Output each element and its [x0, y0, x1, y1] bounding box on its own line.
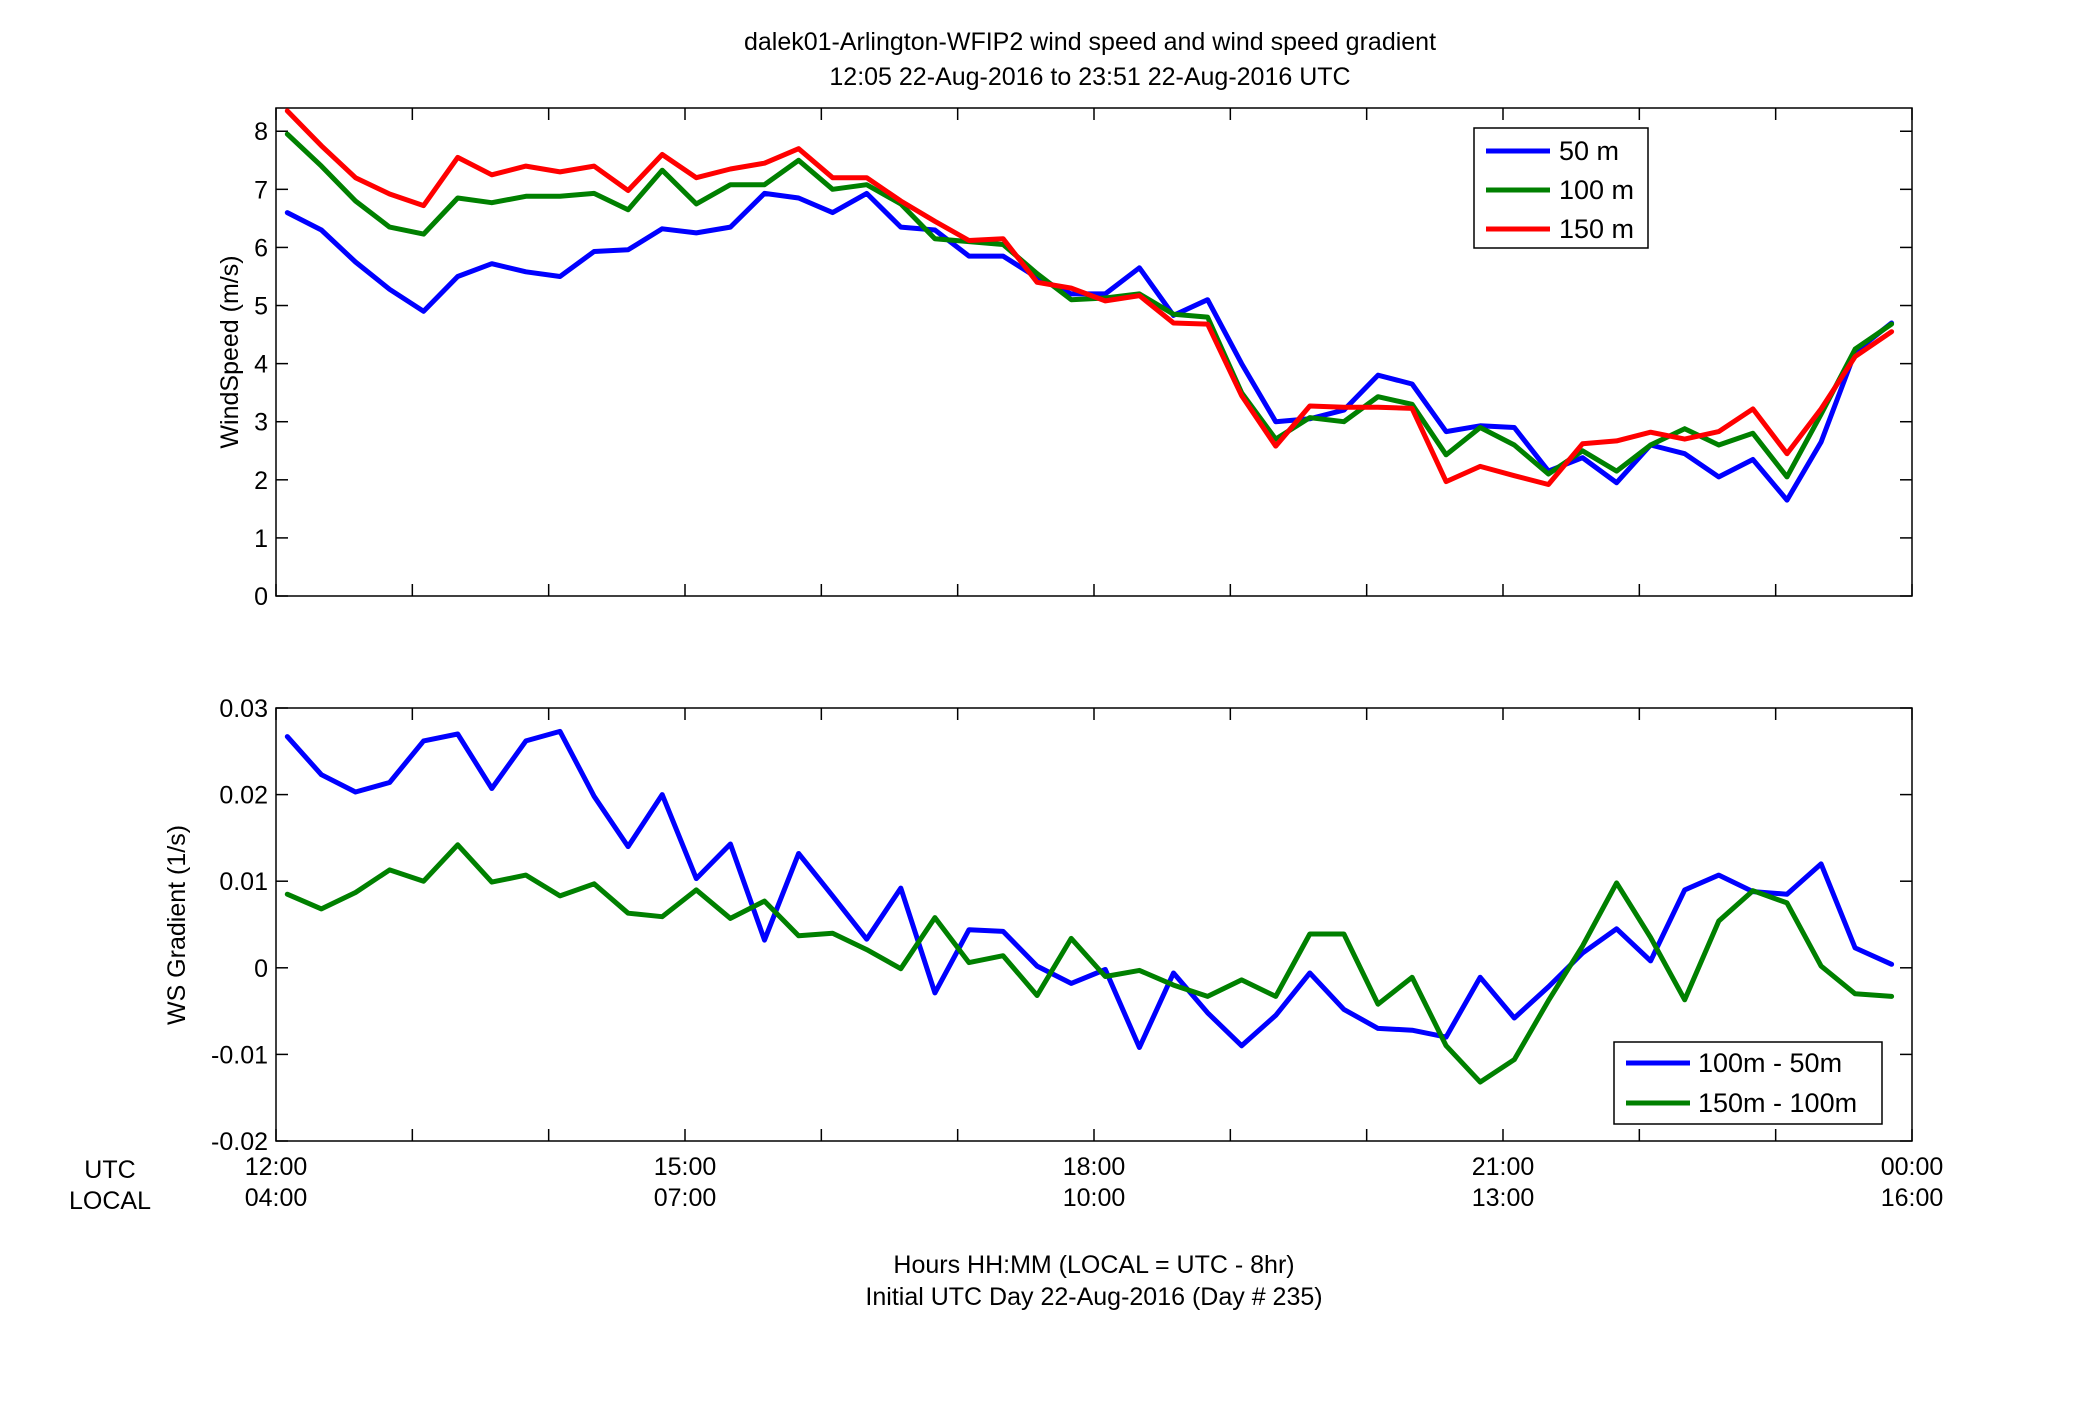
gradient-y-axis-label: WS Gradient (1/s): [163, 825, 191, 1025]
legend-label-100m-50m: 100m - 50m: [1698, 1048, 1842, 1078]
gradient-series-line-1: [284, 842, 1895, 1085]
gradient-ytick-label: 0.01: [219, 868, 268, 896]
local-tick-label: 10:00: [1063, 1184, 1126, 1212]
local-row-label: LOCAL: [69, 1187, 151, 1215]
x-axis-label-line1: Hours HH:MM (LOCAL = UTC - 8hr): [893, 1251, 1294, 1279]
gradient-ytick-label: -0.01: [211, 1041, 268, 1069]
gradient-ytick-label: 0.03: [219, 695, 268, 723]
gradient-panel: -0.02 -0.01 0 0.01 0.02 0.03 WS Gradient (1/s…: [163, 695, 1913, 1156]
windspeed-plot-frame: [275, 107, 1913, 597]
windspeed-ytick-label: 0: [254, 583, 268, 611]
utc-tick-label: 12:00: [245, 1153, 308, 1181]
utc-tick-label: 21:00: [1472, 1153, 1535, 1181]
gradient-y-axis: -0.02 -0.01 0 0.01 0.02 0.03: [211, 695, 1912, 1156]
windspeed-series: [284, 108, 1895, 503]
windspeed-ytick-label: 7: [254, 176, 268, 204]
windspeed-y-axis-label: WindSpeed (m/s): [216, 255, 244, 448]
gradient-ytick-label: 0: [254, 955, 268, 983]
chart-title-line1: dalek01-Arlington-WFIP2 wind speed and w…: [744, 28, 1436, 56]
legend-label-50m: 50 m: [1559, 136, 1619, 166]
windspeed-series-line-2: [284, 108, 1895, 487]
gradient-series-line-0: [284, 728, 1895, 1050]
local-tick-label: 16:00: [1881, 1184, 1944, 1212]
local-tick-label: 04:00: [245, 1184, 308, 1212]
windspeed-series-line-1: [284, 131, 1895, 480]
windspeed-ytick-label: 2: [254, 467, 268, 495]
gradient-series: [284, 728, 1895, 1085]
chart-title-line2: 12:05 22-Aug-2016 to 23:51 22-Aug-2016 U…: [829, 63, 1350, 91]
utc-row-label: UTC: [84, 1156, 135, 1184]
windspeed-ytick-label: 3: [254, 409, 268, 437]
gradient-legend: 100m - 50m 150m - 100m: [1613, 1041, 1883, 1125]
windspeed-panel: 0 1 2 3 4 5 6 7 8 WindSpeed (m/s) 50 m 100 m 150…: [216, 107, 1913, 611]
windspeed-x-axis: [275, 108, 1913, 596]
windspeed-y-axis: 0 1 2 3 4 5 6 7 8: [254, 118, 1912, 611]
gradient-x-axis: [275, 708, 1913, 1141]
legend-label-150m-100m: 150m - 100m: [1698, 1088, 1857, 1118]
gradient-ytick-label: 0.02: [219, 782, 268, 810]
windspeed-series-line-0: [284, 190, 1895, 503]
windspeed-ytick-label: 4: [254, 351, 268, 379]
utc-tick-label: 00:00: [1881, 1153, 1944, 1181]
time-tick-labels: 12:00 04:00 15:00 07:00 18:00 10:00 21:00 13:00…: [245, 1153, 1944, 1212]
x-axis-label-line2: Initial UTC Day 22-Aug-2016 (Day # 235): [865, 1283, 1322, 1311]
windspeed-ytick-label: 5: [254, 293, 268, 321]
utc-tick-label: 18:00: [1063, 1153, 1126, 1181]
legend-label-150m: 150 m: [1559, 214, 1634, 244]
legend-label-100m: 100 m: [1559, 175, 1634, 205]
windspeed-ytick-label: 6: [254, 234, 268, 262]
utc-tick-label: 15:00: [654, 1153, 717, 1181]
gradient-ytick-label: -0.02: [211, 1128, 268, 1156]
windspeed-ytick-label: 8: [254, 118, 268, 146]
windspeed-ytick-label: 1: [254, 525, 268, 553]
local-tick-label: 13:00: [1472, 1184, 1535, 1212]
gradient-legend-box: [1613, 1041, 1883, 1125]
windspeed-legend: 50 m 100 m 150 m: [1473, 127, 1649, 249]
local-tick-label: 07:00: [654, 1184, 717, 1212]
